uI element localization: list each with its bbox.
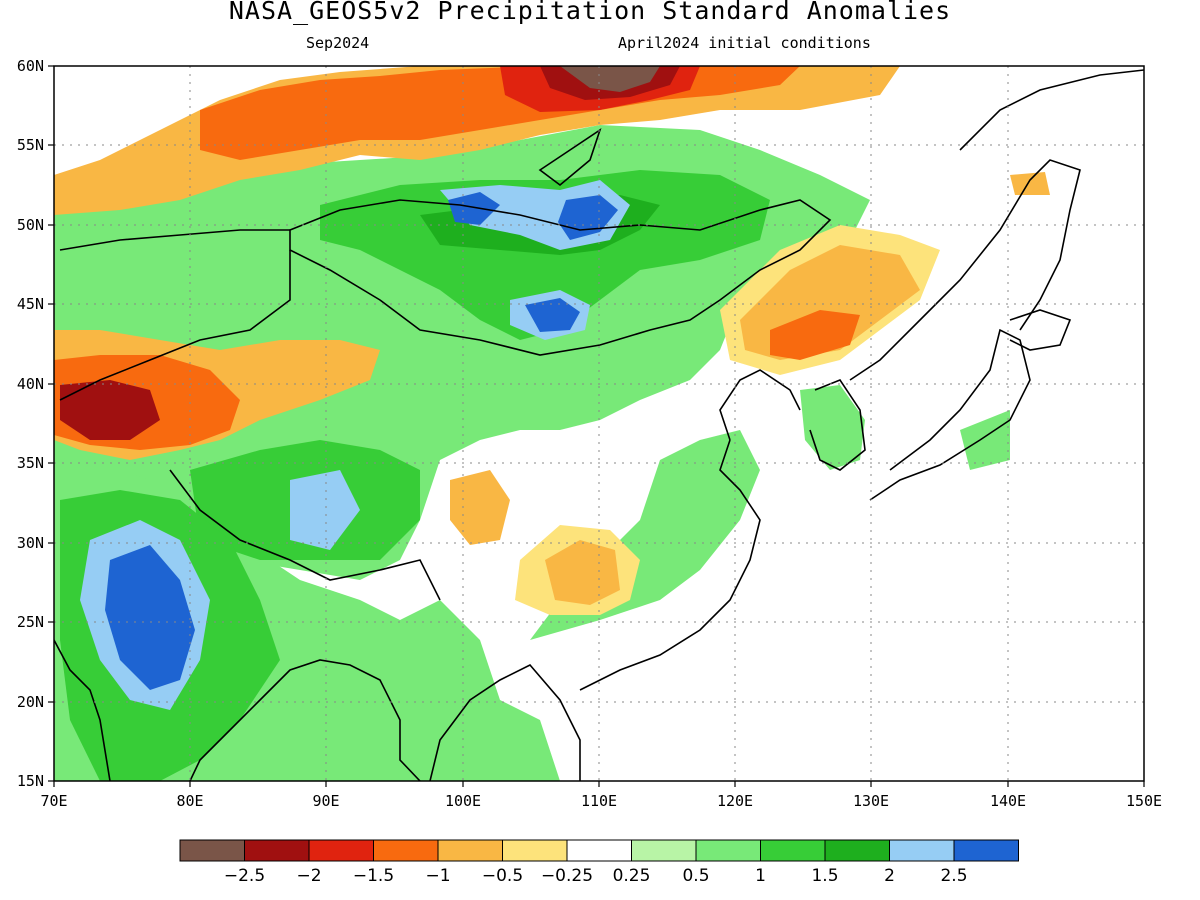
colorbar-label: −2 xyxy=(296,866,321,886)
coastline-russia-east xyxy=(849,159,1081,381)
coastline-bay-of-bengal xyxy=(189,659,421,781)
anomaly-region-extreme-wet-mongolia-west xyxy=(448,192,500,225)
colorbar-label: −0.5 xyxy=(482,866,523,886)
colorbar-swatch xyxy=(953,839,1019,862)
anomaly-field xyxy=(54,66,1144,781)
map-title: NASA_GEOS5v2 Precipitation Standard Anom… xyxy=(228,0,952,25)
coastline-korea xyxy=(809,379,866,471)
border-kazakhstan xyxy=(59,229,290,251)
colorbar-swatch xyxy=(437,839,503,862)
anomaly-region-moderate-dry-south-china xyxy=(545,540,620,605)
lat-label: 55N xyxy=(17,136,44,154)
lon-label: 140E xyxy=(990,792,1026,810)
lon-label: 100E xyxy=(445,792,481,810)
anomaly-region-very-strong-dry-central-asia xyxy=(60,380,160,440)
lon-label: 150E xyxy=(1126,792,1162,810)
anomaly-region-dry-central-china xyxy=(450,470,510,545)
coastline-hokkaido xyxy=(1009,309,1072,351)
lat-label: 15N xyxy=(17,772,44,790)
colorbar-swatch xyxy=(179,839,245,862)
anomaly-region-extreme-wet-india xyxy=(105,545,195,690)
colorbar-label: 0.25 xyxy=(613,866,651,886)
lon-label: 70E xyxy=(40,792,67,810)
coastline-siberia-north xyxy=(959,69,1144,151)
lat-label: 35N xyxy=(17,454,44,472)
colorbar-label: 0.5 xyxy=(682,866,709,886)
anomaly-region-extreme-wet-gobi xyxy=(525,298,580,332)
lat-label: 50N xyxy=(17,216,44,234)
colorbar-label: −1 xyxy=(425,866,450,886)
coastline-india-west xyxy=(54,639,111,781)
colorbar-label: 2 xyxy=(884,866,895,886)
coastline-china-south xyxy=(579,439,761,691)
lat-label: 20N xyxy=(17,693,44,711)
colorbar-label: −1.5 xyxy=(353,866,394,886)
coastline-japan-honshu xyxy=(869,328,1031,501)
colorbar-swatch xyxy=(889,839,955,862)
border-mongolia xyxy=(289,199,832,356)
border-china-west xyxy=(59,250,291,401)
lon-label: 90E xyxy=(312,792,339,810)
lat-label: 40N xyxy=(17,375,44,393)
lat-label: 25N xyxy=(17,613,44,631)
anomaly-region-dry-kamchatka xyxy=(1010,172,1050,195)
coastlines-and-borders xyxy=(54,69,1144,781)
colorbar-swatch xyxy=(824,839,890,862)
colorbar-label: −0.25 xyxy=(541,866,593,886)
lake-baikal xyxy=(538,128,602,187)
border-himalaya xyxy=(169,469,441,601)
colorbar-swatch xyxy=(631,839,697,862)
colorbar-label: 2.5 xyxy=(940,866,967,886)
colorbar-swatch xyxy=(308,839,374,862)
colorbar-swatch xyxy=(760,839,826,862)
lon-label: 80E xyxy=(176,792,203,810)
longitude-labels: 70E 80E 90E 100E 110E 120E 130E 140E 150… xyxy=(40,792,1162,810)
colorbar-label: 1.5 xyxy=(811,866,838,886)
colorbar-label: −2.5 xyxy=(224,866,265,886)
lat-label: 45N xyxy=(17,295,44,313)
axis-ticks xyxy=(48,65,1145,787)
gridlines xyxy=(54,66,1144,781)
lon-label: 120E xyxy=(717,792,753,810)
anomaly-region-very-wet-tibet xyxy=(290,470,360,550)
colorbar-swatch xyxy=(695,839,761,862)
latitude-labels: 60N 55N 50N 45N 40N 35N 30N 25N 20N 15N xyxy=(17,57,44,790)
coastline-indochina xyxy=(429,664,581,781)
anomaly-region-wet-japan xyxy=(960,410,1010,470)
forecast-month: Sep2024 xyxy=(306,34,370,52)
coastline-china-north xyxy=(719,369,801,441)
colorbar-swatch xyxy=(502,839,568,862)
colorbar-swatch xyxy=(566,839,632,862)
colorbar-swatch xyxy=(244,839,310,862)
initial-conditions-label: April2024 initial conditions xyxy=(618,34,871,52)
colorbar: −2.5 −2 −1.5 −1 −0.5 −0.25 0.25 0.5 1 1.5 2 2.5 xyxy=(179,839,1019,886)
anomaly-region-extreme-dry-siberia xyxy=(560,66,660,92)
anomaly-region-strong-dry-northeast-china xyxy=(770,310,860,360)
colorbar-swatch xyxy=(373,839,439,862)
lat-label: 60N xyxy=(17,57,44,75)
lon-label: 130E xyxy=(853,792,889,810)
lon-label: 110E xyxy=(581,792,617,810)
lat-label: 30N xyxy=(17,534,44,552)
anomaly-region-moderate-wet-mongolia xyxy=(320,170,770,340)
colorbar-label: 1 xyxy=(755,866,766,886)
